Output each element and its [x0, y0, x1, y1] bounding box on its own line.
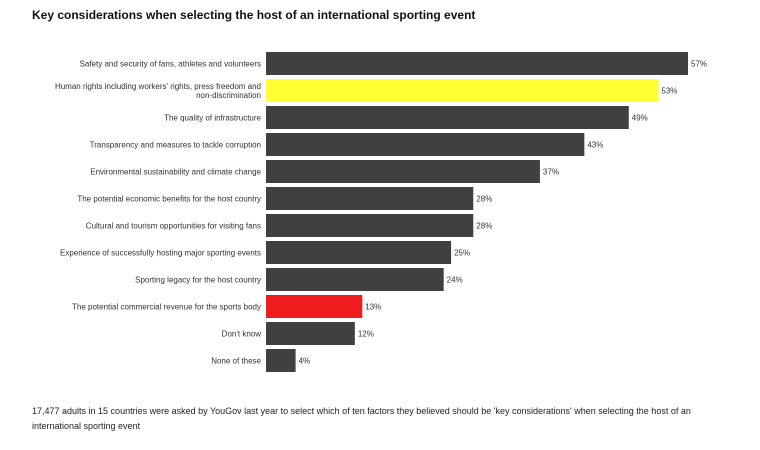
category-label: Experience of successfully hosting major… — [60, 249, 261, 258]
category-label: Don't know — [222, 330, 262, 339]
bar-6 — [266, 187, 474, 210]
bar-chart: Safety and security of fans, athletes an… — [0, 46, 760, 382]
value-label: 28% — [476, 195, 492, 204]
value-label: 43% — [587, 141, 603, 150]
bar-4 — [266, 133, 585, 156]
bar-9 — [266, 268, 444, 291]
value-label: 28% — [476, 222, 492, 231]
category-label: Sporting legacy for the host country — [135, 276, 261, 285]
category-label: Human rights including workers' rights, … — [55, 82, 261, 100]
category-label: Environmental sustainability and climate… — [90, 168, 261, 177]
value-label: 24% — [447, 276, 463, 285]
category-label: The potential economic benefits for the … — [77, 195, 261, 204]
footnote: 17,477 adults in 15 countries were asked… — [32, 406, 691, 431]
category-label: Safety and security of fans, athletes an… — [80, 60, 261, 69]
value-label: 53% — [661, 87, 677, 96]
bar-chart-svg: Safety and security of fans, athletes an… — [55, 52, 707, 372]
bar-2 — [266, 79, 659, 102]
value-label: 37% — [543, 168, 559, 177]
chart-title: Key considerations when selecting the ho… — [32, 8, 476, 22]
value-label: 25% — [454, 249, 470, 258]
bar-5 — [266, 160, 540, 183]
bar-12 — [266, 349, 296, 372]
value-label: 12% — [358, 330, 374, 339]
bar-1 — [266, 52, 688, 75]
value-label: 49% — [632, 114, 648, 123]
category-label: Transparency and measures to tackle corr… — [90, 141, 261, 150]
value-label: 4% — [299, 357, 311, 366]
bar-7 — [266, 214, 474, 237]
bar-11 — [266, 322, 355, 345]
category-label: None of these — [211, 357, 261, 366]
value-label: 57% — [691, 60, 707, 69]
value-label: 13% — [365, 303, 381, 312]
bar-3 — [266, 106, 629, 129]
bar-10 — [266, 295, 363, 318]
category-label: The quality of infrastructure — [164, 114, 261, 123]
bar-8 — [266, 241, 452, 264]
category-label: Cultural and tourism opportunities for v… — [86, 222, 261, 231]
category-label: The potential commercial revenue for the… — [72, 303, 261, 312]
